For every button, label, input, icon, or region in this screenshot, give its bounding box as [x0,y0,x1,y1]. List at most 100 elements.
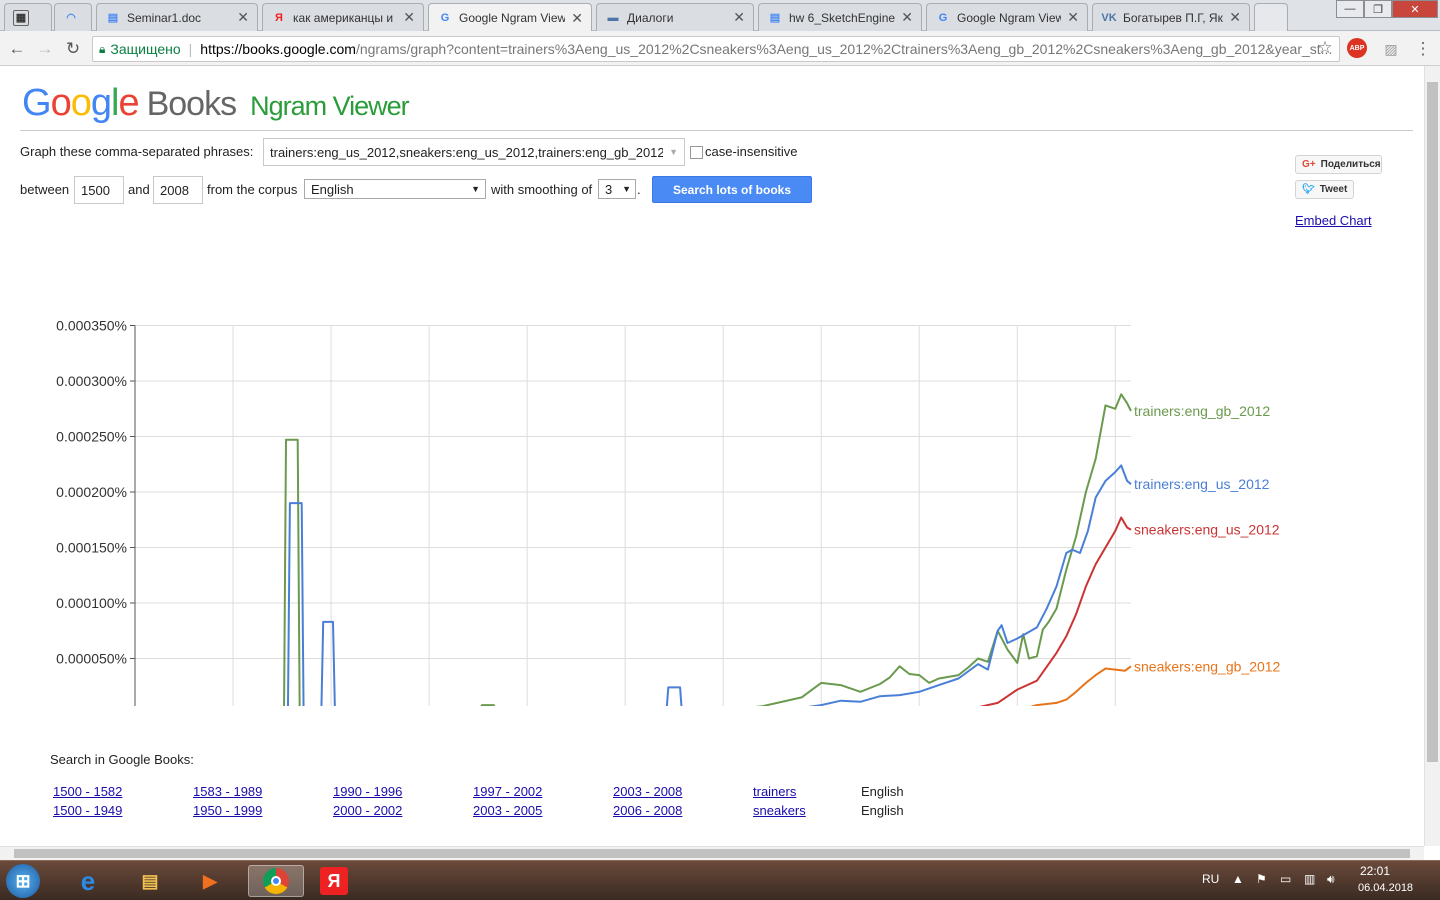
flag-icon[interactable]: ⚑ [1256,872,1267,886]
reload-icon[interactable]: ↻ [65,39,81,58]
tab-title: hw 6_SketchEngine [789,10,896,25]
minimize-button[interactable]: — [1336,0,1364,18]
corpus-select[interactable]: English ▼ [304,179,486,199]
close-tab-icon[interactable]: ✕ [1229,9,1241,25]
case-insensitive-checkbox[interactable] [690,146,703,159]
yandex-browser-icon[interactable]: Я [320,867,348,895]
year-range-link[interactable]: 1500 - 1582 [53,784,123,799]
year-range-link[interactable]: 1997 - 2002 [473,784,543,799]
clock-time[interactable]: 22:01 [1360,864,1391,878]
year-range-link[interactable]: 2003 - 2008 [613,784,683,799]
year-end-value: 2008 [160,182,189,198]
search-lots-of-books-button[interactable]: Search lots of books [652,176,812,203]
logo-letter: G [22,82,52,124]
scrollbar-thumb[interactable] [1427,82,1438,762]
close-tab-icon[interactable]: ✕ [571,9,583,26]
horizontal-scrollbar[interactable] [0,846,1424,860]
smoothing-select[interactable]: 3 ▼ [598,179,636,199]
year-start-input[interactable]: 1500 [74,176,124,204]
corpus-label: from the corpus [207,182,298,197]
language-label: English [861,803,904,818]
series-label[interactable]: trainers:eng_gb_2012 [1134,403,1270,419]
tab-vk[interactable]: VK Богатырев П.Г, Яко ✕ [1092,3,1250,31]
y-tick-label: 0.000150% [56,540,127,556]
tab-title: Seminar1.doc [127,10,202,25]
close-window-button[interactable]: ✕ [1392,0,1438,18]
address-bar[interactable]: 🔒︎ Защищено | https://books.google.com/n… [92,36,1340,62]
term-link[interactable]: trainers [753,784,797,799]
chrome-icon [263,868,289,894]
new-tab-button[interactable] [1254,3,1288,31]
media-player-icon[interactable]: ▶ [203,870,217,891]
language-label: English [861,784,904,799]
year-range-link[interactable]: 1950 - 1999 [193,803,263,818]
series-label[interactable]: sneakers:eng_us_2012 [1134,522,1280,538]
books-wordmark: Books [146,85,237,123]
pdf-extension-icon[interactable]: ▨ [1384,40,1398,57]
maximize-button[interactable]: ❐ [1364,0,1392,18]
close-tab-icon[interactable]: ✕ [237,9,249,25]
language-indicator[interactable]: RU [1202,872,1220,886]
volume-icon[interactable]: 🔊︎ [1327,872,1335,886]
series-line-sneakers-eng-gb-2012[interactable] [135,665,1132,706]
chrome-taskbar-button[interactable] [248,865,304,897]
close-tab-icon[interactable]: ✕ [901,9,913,25]
term-link[interactable]: sneakers [753,803,806,818]
back-icon[interactable]: ← [8,39,26,58]
menu-icon[interactable]: ⋮ [1414,39,1432,58]
tab-dialogs[interactable]: ▬ Диалоги ✕ [596,3,754,31]
year-range-link[interactable]: 1990 - 1996 [333,784,403,799]
google-books-logo[interactable]: Google Books Ngram Viewer [22,82,410,125]
year-range-link[interactable]: 1583 - 1989 [193,784,263,799]
series-line-trainers-eng-us-2012[interactable] [135,464,1132,706]
clock-date[interactable]: 06.04.2018 [1358,882,1414,894]
url-host: https://books.google.com [200,41,356,57]
google-plus-icon: G+ [1302,159,1316,170]
file-explorer-icon[interactable]: ▤ [141,870,159,891]
google-plus-share-button[interactable]: G+ Поделиться [1295,155,1382,174]
loading-icon: ◠ [66,12,76,24]
year-range-link[interactable]: 2003 - 2005 [473,803,543,818]
tab-loading[interactable]: ◠ [54,3,92,31]
network-icon[interactable]: ▥ [1304,872,1316,886]
year-range-link[interactable]: 1500 - 1949 [53,803,123,818]
year-range-link[interactable]: 2006 - 2008 [613,803,683,818]
start-button[interactable]: ⊞ [6,864,40,898]
series-label[interactable]: trainers:eng_us_2012 [1134,476,1270,492]
chevron-down-icon: ▼ [622,184,631,194]
between-label: between [20,182,70,197]
google-icon: G [938,11,948,24]
chevron-down-icon: ▼ [669,147,678,157]
ngram-chart[interactable]: 0.000350% 0.000300% 0.000250% 0.000200% 0.00… [0,236,1424,706]
bookmark-star-icon[interactable]: ☆ [1317,38,1333,57]
y-tick-label: 0.000300% [56,373,127,389]
forward-icon[interactable]: → [36,39,54,58]
internet-explorer-icon[interactable]: e [80,865,96,896]
share-label: Поделиться [1320,159,1381,170]
embed-chart-link[interactable]: Embed Chart [1295,213,1372,228]
close-tab-icon[interactable]: ✕ [403,9,415,25]
chevron-down-icon: ▼ [471,184,480,194]
ngram-viewer-title: Ngram Viewer [250,91,410,121]
tweet-button[interactable]: 🐦︎ Tweet [1295,180,1354,199]
power-icon[interactable]: ▭ [1280,872,1292,886]
series-label[interactable]: sneakers:eng_gb_2012 [1134,658,1281,674]
tab-sketchengine[interactable]: ▤ hw 6_SketchEngine ✕ [758,3,922,31]
close-tab-icon[interactable]: ✕ [733,9,745,25]
close-tab-icon[interactable]: ✕ [1067,9,1079,25]
series-line-trainers-eng-gb-2012[interactable] [135,393,1132,706]
tab-ngram-2[interactable]: G Google Ngram View ✕ [926,3,1088,31]
adblock-icon[interactable]: ABP [1347,38,1367,58]
tab-seminar[interactable]: ▤ Seminar1.doc ✕ [96,3,258,31]
year-end-input[interactable]: 2008 [153,176,203,204]
scrollbar-thumb[interactable] [14,849,1410,858]
year-range-link[interactable]: 2000 - 2002 [333,803,403,818]
tab-ngram-active[interactable]: G Google Ngram View ✕ [428,3,592,32]
vertical-scrollbar[interactable] [1424,66,1440,846]
tab-apps[interactable]: ▦ [4,3,52,31]
series-line-sneakers-eng-us-2012[interactable] [135,516,1132,707]
tray-expand-icon[interactable]: ▲ [1232,872,1244,886]
browser-toolbar: ← → ↻ 🔒︎ Защищено | https://books.google… [0,31,1440,66]
phrases-input[interactable]: trainers:eng_us_2012,sneakers:eng_us_201… [263,138,685,166]
